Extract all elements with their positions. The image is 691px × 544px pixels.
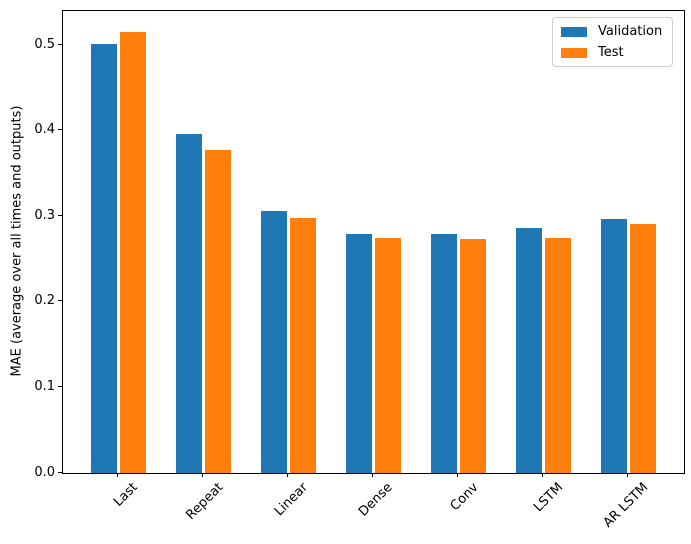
x-tick-mark bbox=[116, 473, 118, 477]
x-tick-mark bbox=[457, 473, 459, 477]
y-tick-mark bbox=[58, 300, 62, 302]
legend-label: Test bbox=[598, 45, 624, 60]
bar-validation-ar-lstm bbox=[601, 218, 627, 473]
y-tick-label: 0.0 bbox=[34, 464, 55, 480]
x-tick-mark bbox=[627, 473, 629, 477]
bar-test-dense bbox=[375, 237, 401, 473]
bar-validation-repeat bbox=[176, 134, 202, 473]
x-tick-label-conv: Conv bbox=[447, 480, 482, 514]
y-tick-mark bbox=[58, 43, 62, 45]
x-tick-label-last: Last bbox=[111, 480, 142, 510]
legend-item-validation: Validation bbox=[561, 24, 662, 39]
plot-area bbox=[62, 10, 685, 474]
y-axis-label: MAE (average over all times and outputs) bbox=[9, 105, 25, 377]
bar-test-linear bbox=[290, 218, 316, 473]
bar-test-ar-lstm bbox=[630, 224, 656, 473]
bar-validation-conv bbox=[431, 234, 457, 473]
x-tick-mark bbox=[372, 473, 373, 477]
y-tick-label: 0.2 bbox=[34, 293, 55, 309]
y-tick-mark bbox=[58, 129, 62, 131]
x-tick-mark bbox=[201, 473, 203, 477]
x-tick-label-lstm: LSTM bbox=[531, 480, 567, 516]
y-tick-mark bbox=[58, 471, 62, 473]
bar-test-repeat bbox=[205, 150, 231, 473]
y-tick-label: 0.4 bbox=[34, 122, 55, 138]
bar-validation-last bbox=[91, 44, 117, 473]
bar-test-last bbox=[120, 32, 146, 473]
legend: Validation Test bbox=[552, 17, 674, 67]
legend-item-test: Test bbox=[561, 45, 662, 60]
bar-validation-lstm bbox=[516, 228, 542, 473]
x-tick-mark bbox=[542, 473, 544, 477]
bar-validation-linear bbox=[261, 211, 287, 473]
y-tick-label: 0.5 bbox=[34, 36, 55, 52]
bar-test-lstm bbox=[545, 237, 571, 473]
y-tick-mark bbox=[58, 214, 62, 216]
y-tick-label: 0.3 bbox=[34, 207, 55, 223]
y-tick-label: 0.1 bbox=[34, 378, 55, 394]
legend-label: Validation bbox=[598, 24, 663, 39]
bar-test-conv bbox=[460, 239, 486, 473]
y-tick-mark bbox=[58, 385, 62, 387]
x-tick-label-dense: Dense bbox=[356, 480, 397, 520]
x-tick-label-linear: Linear bbox=[271, 480, 312, 520]
legend-swatch-validation bbox=[561, 26, 587, 37]
x-tick-label-ar-lstm: AR LSTM bbox=[600, 480, 652, 531]
x-tick-label-repeat: Repeat bbox=[183, 480, 227, 523]
legend-swatch-test bbox=[561, 47, 587, 58]
bar-validation-dense bbox=[346, 234, 372, 473]
x-tick-mark bbox=[286, 473, 288, 477]
